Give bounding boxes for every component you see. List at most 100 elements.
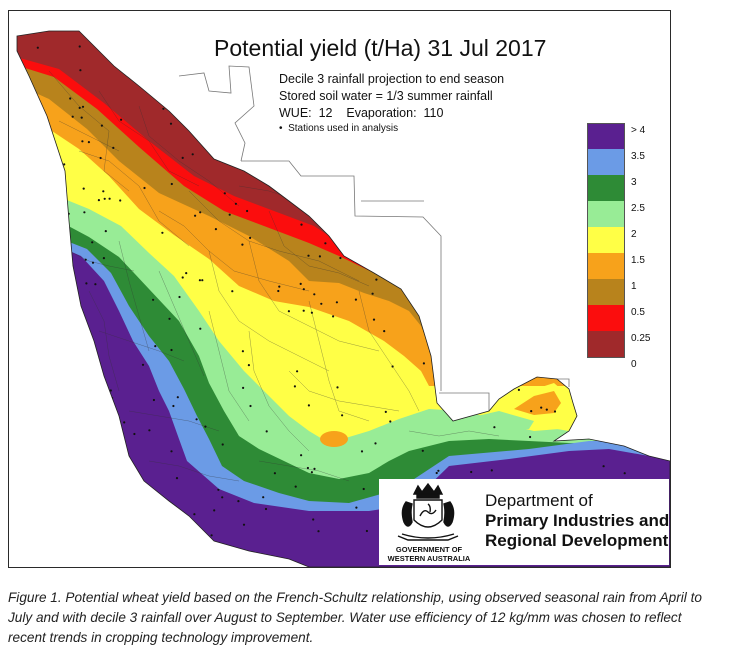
station-dot xyxy=(515,174,518,177)
station-dot xyxy=(578,207,581,210)
station-dot xyxy=(161,231,164,234)
station-dot xyxy=(302,288,305,291)
station-dot xyxy=(372,318,376,321)
station-dot xyxy=(409,250,412,253)
station-dot xyxy=(413,158,417,162)
station-dot xyxy=(328,160,331,163)
station-dot xyxy=(287,310,290,313)
station-dot xyxy=(177,509,180,512)
station-dot xyxy=(589,380,592,383)
station-dot xyxy=(300,454,303,457)
station-dot xyxy=(82,187,85,190)
station-dot xyxy=(374,442,377,445)
station-dot xyxy=(375,278,378,281)
station-dot xyxy=(300,223,303,226)
station-dot xyxy=(32,214,35,217)
station-dot xyxy=(110,443,113,446)
government-line-2: WESTERN AUSTRALIA xyxy=(387,554,471,563)
station-dot xyxy=(162,107,165,110)
station-dot xyxy=(65,405,68,408)
station-dot xyxy=(217,488,220,491)
station-dot xyxy=(131,36,134,39)
station-dot xyxy=(172,404,175,408)
station-dot xyxy=(336,386,339,389)
station-dot xyxy=(306,466,309,470)
station-dot xyxy=(97,199,100,202)
station-dot xyxy=(242,523,246,526)
station-dot xyxy=(335,301,338,304)
station-dot xyxy=(529,435,532,439)
station-dot xyxy=(341,414,344,417)
legend-label: 3 xyxy=(631,177,637,188)
station-dot xyxy=(152,298,155,301)
info-line-wue: WUE: 12 Evaporation: 110 xyxy=(279,106,444,120)
station-dot xyxy=(450,388,453,391)
station-dot xyxy=(106,399,109,402)
station-dot xyxy=(80,116,83,119)
station-dot xyxy=(133,527,136,530)
station-dot xyxy=(178,118,181,121)
station-dot xyxy=(466,383,469,386)
station-dot xyxy=(296,370,299,373)
station-dot xyxy=(393,240,396,243)
station-dot xyxy=(152,398,155,402)
station-dot-icon: • xyxy=(279,123,289,134)
station-dot xyxy=(501,210,504,213)
station-dot xyxy=(249,404,252,408)
station-dot xyxy=(87,353,90,356)
legend-label: 0.25 xyxy=(631,333,651,344)
station-dot xyxy=(401,235,404,238)
station-dot xyxy=(226,114,230,117)
station-dot xyxy=(339,256,342,260)
station-dot xyxy=(337,152,340,155)
yield-bands xyxy=(17,31,670,567)
station-dot xyxy=(46,316,49,319)
station-dot xyxy=(57,241,60,244)
station-dot xyxy=(169,122,173,125)
legend-label: 1 xyxy=(631,281,637,292)
station-dot xyxy=(312,518,315,521)
legend-label: 3.5 xyxy=(631,151,645,162)
station-dot xyxy=(499,139,502,142)
station-dot xyxy=(438,284,441,287)
station-dot xyxy=(287,147,291,150)
station-dot xyxy=(76,474,79,477)
station-dot xyxy=(265,430,268,433)
station-dot xyxy=(60,219,63,222)
station-dot xyxy=(307,404,310,407)
station-dot xyxy=(204,425,207,428)
station-dot xyxy=(512,162,515,165)
legend-swatch xyxy=(587,149,625,175)
department-line-1: Department of xyxy=(485,491,593,510)
station-dot xyxy=(129,35,133,38)
station-dot xyxy=(273,472,276,475)
yield-map xyxy=(16,30,670,567)
station-dot xyxy=(274,170,277,173)
station-dot xyxy=(79,69,82,72)
station-dot xyxy=(108,197,111,200)
station-dot xyxy=(99,156,102,160)
station-dot xyxy=(170,182,173,186)
station-dot xyxy=(278,285,281,288)
station-dot xyxy=(532,342,536,345)
station-dot xyxy=(132,53,135,56)
station-dot xyxy=(299,282,302,285)
station-dot xyxy=(453,403,456,406)
station-dot xyxy=(450,358,453,361)
station-dot xyxy=(302,309,305,312)
station-dot xyxy=(540,69,543,72)
station-dot xyxy=(522,205,525,208)
station-dot xyxy=(102,484,105,487)
station-dot xyxy=(555,49,558,52)
station-dot xyxy=(583,167,586,170)
station-dot xyxy=(589,395,593,398)
station-dot xyxy=(30,524,33,527)
station-dot xyxy=(389,420,392,423)
station-dot xyxy=(277,289,280,293)
station-dot xyxy=(365,529,368,533)
station-dot xyxy=(81,105,85,108)
station-dot xyxy=(371,292,374,295)
station-dot xyxy=(71,115,74,118)
station-dot xyxy=(33,413,36,416)
legend-swatch xyxy=(587,305,625,331)
